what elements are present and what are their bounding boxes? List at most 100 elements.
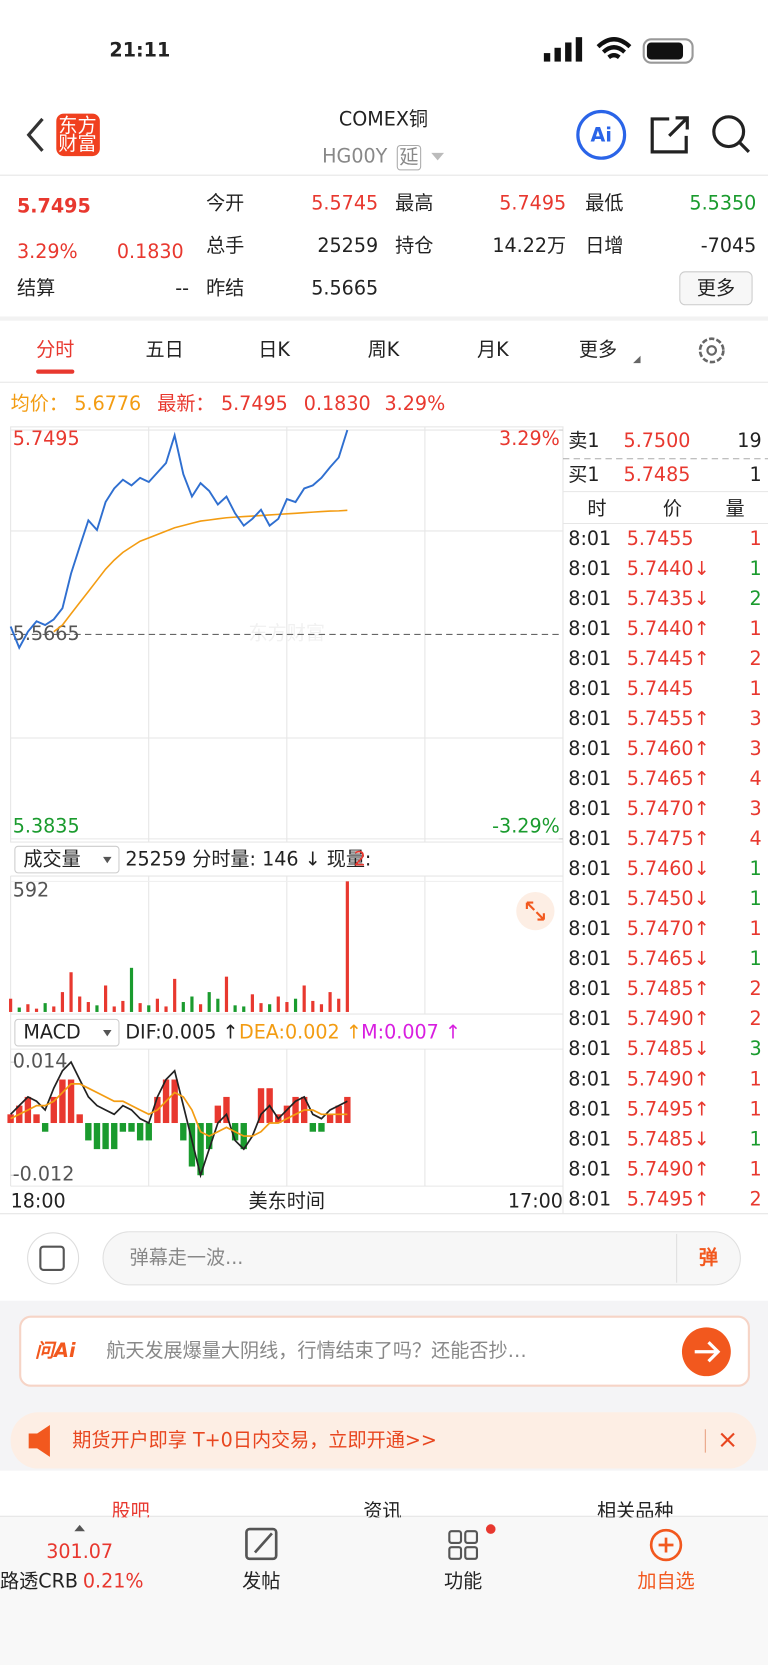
nav-item[interactable]: 功能	[444, 1570, 482, 1593]
macd-bar	[318, 1123, 325, 1132]
tab[interactable]: 五日	[146, 338, 184, 361]
trade-price: 5.7495↑	[627, 1097, 710, 1120]
share-button[interactable]	[650, 116, 689, 154]
tab-more-icon	[633, 355, 641, 364]
book-price: 5.7485	[624, 463, 691, 486]
trades: 8:01 5.7455 1 8:01 5.7440↓ 1 8:01 5.7435↓ 2 8:01 5…	[568, 527, 761, 1210]
badge	[485, 1524, 496, 1534]
x-axis-label: 美东时间	[249, 1190, 325, 1213]
trade-price: 5.7490↑	[627, 1157, 710, 1180]
macd-selector[interactable]	[14, 1018, 120, 1047]
tab[interactable]: 周K	[368, 338, 400, 361]
volume-bar	[43, 1003, 47, 1012]
volume-bar	[78, 996, 82, 1012]
column-header: 价	[663, 497, 682, 520]
trade-qty: 1	[749, 947, 761, 970]
volume-bar	[293, 998, 298, 1012]
stat-label: 最高	[395, 191, 433, 214]
section-tab[interactable]: 资讯	[363, 1500, 401, 1523]
tab[interactable]: 更多	[579, 338, 617, 361]
trade-time: 8:01	[568, 557, 611, 580]
trade-qty: 3	[749, 797, 761, 820]
ask-ai-label: 问Ai	[35, 1339, 76, 1362]
y-tick-label: 5.7495	[13, 427, 80, 450]
volume-bar	[52, 1006, 56, 1012]
plots: 5.7495 5.5665 5.3835 3.29% -3.29% 592 0.014 -0.…	[7, 427, 563, 1186]
stat-value: 5.5665	[311, 276, 378, 299]
tab[interactable]: 月K	[477, 338, 509, 361]
macd-bar	[223, 1096, 230, 1124]
y-tick-label: 592	[13, 878, 49, 901]
dropdown-icon[interactable]	[431, 152, 445, 161]
volume-bar	[69, 972, 73, 1012]
x-tick-label: 17:00	[508, 1190, 563, 1213]
search-button[interactable]	[712, 115, 746, 149]
price-line	[9, 429, 349, 650]
volume-bar	[121, 1000, 125, 1012]
volume-selector[interactable]	[14, 845, 120, 874]
trade-price: 5.7490↑	[627, 1067, 710, 1090]
trade-time: 8:01	[568, 1067, 611, 1090]
tag: 延	[399, 146, 418, 169]
more-button[interactable]	[679, 271, 753, 306]
book-label: 卖1	[568, 429, 599, 452]
code: HG00Y	[322, 145, 388, 168]
trade-time: 8:01	[568, 527, 611, 550]
banner-text: 期货开户即享 T+0日内交易，立即开通>>	[72, 1428, 437, 1451]
trade-time: 8:01	[568, 977, 611, 1000]
stats: 今开 5.5745 最高 5.7495 最低 5.5350 总手 25259 持…	[17, 191, 756, 299]
tab[interactable]: 日K	[258, 338, 290, 361]
danmaku-button[interactable]: 弹	[699, 1246, 718, 1269]
trade-qty: 4	[749, 827, 761, 850]
trade-qty: 2	[749, 587, 761, 610]
macd-bar	[292, 1096, 299, 1124]
tab[interactable]: 分时	[36, 338, 74, 361]
index-value[interactable]: 301.07	[46, 1540, 113, 1563]
volume-bar	[138, 1003, 142, 1012]
y2-tick-label: -3.29%	[492, 815, 560, 838]
section-tab[interactable]: 相关品种	[597, 1500, 673, 1523]
stat-value: 25259	[317, 234, 378, 257]
macd-line	[10, 1082, 348, 1138]
trade-qty: 1	[749, 1097, 761, 1120]
logo-text: 财富	[58, 132, 96, 155]
nav-item[interactable]: 发帖	[242, 1570, 280, 1593]
status-time: 21:11	[109, 38, 170, 61]
index-name: 路透CRB	[0, 1570, 78, 1593]
volume-bar	[155, 998, 159, 1012]
trade-time: 8:01	[568, 917, 611, 940]
comment-input[interactable]	[102, 1231, 741, 1286]
trade-time: 8:01	[568, 827, 611, 850]
comment-placeholder: 弹幕走一波...	[130, 1246, 244, 1269]
trade-time: 8:01	[568, 1097, 611, 1120]
stat-label: 总手	[206, 234, 244, 257]
stat-label: 持仓	[395, 234, 433, 257]
back-button[interactable]	[26, 117, 44, 152]
macd-bar	[102, 1123, 109, 1150]
comment-settings[interactable]	[27, 1232, 80, 1285]
trade-price: 5.7485↓	[627, 1127, 710, 1150]
trade-qty: 2	[749, 1007, 761, 1030]
macd-bar	[93, 1123, 101, 1150]
macd-bar	[188, 1123, 196, 1167]
settings-button[interactable]	[698, 337, 725, 364]
price-line	[53, 509, 348, 633]
nav-item[interactable]: 加自选	[637, 1570, 694, 1593]
ask-ai-box[interactable]	[19, 1315, 750, 1387]
trade-qty: 3	[749, 1037, 761, 1060]
macd-bar	[171, 1079, 178, 1124]
volume-bar	[112, 1006, 116, 1012]
stat-label: 今开	[206, 191, 244, 214]
trade-price: 5.7440↓	[627, 557, 710, 580]
section-tab[interactable]: 股吧	[112, 1500, 150, 1523]
banner[interactable]	[10, 1412, 757, 1469]
close-button[interactable]	[720, 1432, 735, 1448]
expand-button[interactable]	[516, 891, 555, 931]
trade-time: 8:01	[568, 677, 611, 700]
macd-bar	[197, 1123, 204, 1176]
dropdown-icon	[103, 1030, 112, 1037]
ai-button[interactable]	[576, 109, 627, 160]
avg-value: 5.6776	[74, 392, 141, 415]
macd-bar	[41, 1123, 49, 1132]
trade-price: 5.7450↓	[627, 887, 710, 910]
